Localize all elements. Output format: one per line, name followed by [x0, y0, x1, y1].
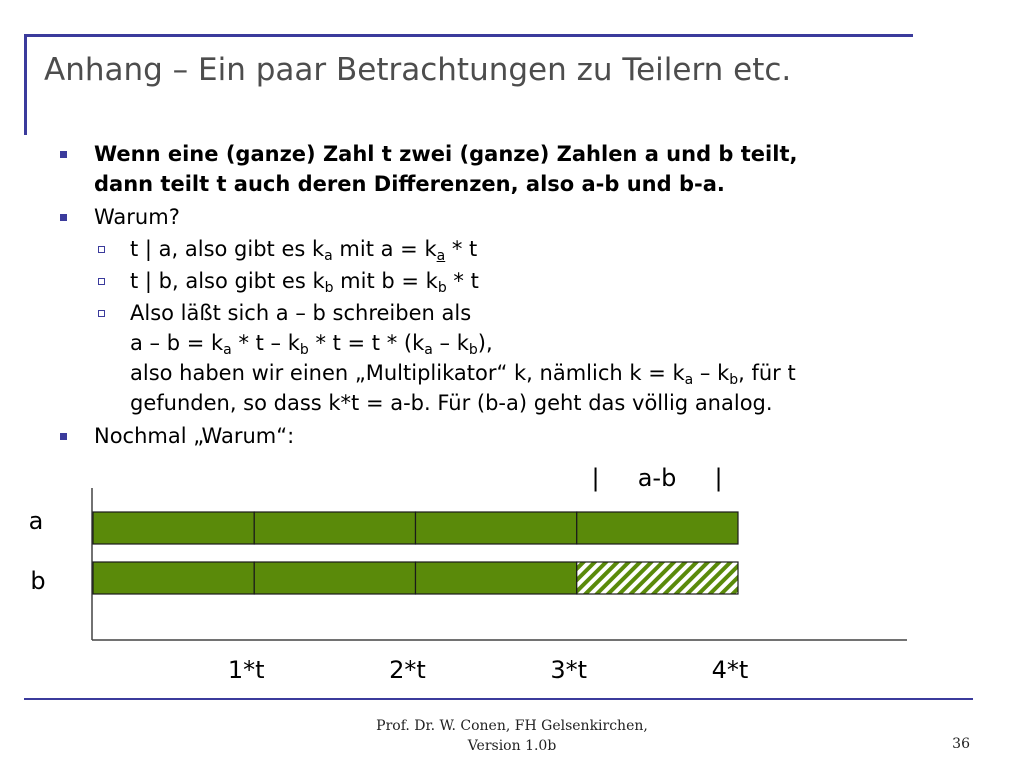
- d3-p2: – k: [693, 361, 730, 385]
- square-bullet-icon: [60, 151, 67, 158]
- d3-p1: also haben wir einen „Multiplikator“ k, …: [130, 361, 685, 385]
- warum-text: Warum?: [94, 205, 180, 229]
- bar-row-b: [92, 561, 739, 595]
- bar-b-difference-segment: [576, 561, 739, 595]
- slide-body: Wenn eine (ganze) Zahl t zwei (ganze) Za…: [60, 136, 980, 451]
- derivation-line-3: also haben wir einen „Multiplikator“ k, …: [130, 358, 980, 388]
- hollow-square-bullet-icon: [98, 246, 105, 253]
- x-label-3: 3*t: [550, 656, 587, 684]
- bar-a-segment-3: [414, 511, 578, 545]
- footer-version: Version 1.0b: [467, 738, 557, 754]
- d3-s1: a: [684, 372, 694, 388]
- bullet-statement: Wenn eine (ganze) Zahl t zwei (ganze) Za…: [60, 139, 980, 199]
- bar-a-segment-2: [253, 511, 417, 545]
- page-number: 36: [952, 736, 970, 752]
- d2-p4: – k: [432, 331, 469, 355]
- sub-bullet-2-text: t | b, also gibt es kb mit b = kb * t: [130, 266, 980, 296]
- s1-post: * t: [445, 237, 478, 261]
- derivation-line-2: a – b = ka * t – kb * t = t * (ka – kb),: [130, 328, 980, 358]
- s2-sub2: b: [437, 280, 447, 296]
- s2-post: * t: [446, 269, 479, 293]
- d2-p2: * t – k: [231, 331, 300, 355]
- d2-s3: a: [424, 342, 433, 358]
- footer-divider: [24, 698, 973, 700]
- d2-s2: b: [299, 342, 309, 358]
- d2-p1: a – b = k: [130, 331, 224, 355]
- s2-sub1: b: [324, 280, 334, 296]
- statement-line-1: Wenn eine (ganze) Zahl t zwei (ganze) Za…: [94, 142, 798, 166]
- hollow-square-bullet-icon: [98, 278, 105, 285]
- bar-b-segment-3: [414, 561, 578, 595]
- d2-s4: b: [468, 342, 478, 358]
- d3-s2: b: [729, 372, 739, 388]
- s2-mid: mit b = k: [333, 269, 438, 293]
- statement-line-2: dann teilt t auch deren Differenzen, als…: [94, 172, 725, 196]
- nochmal-warum-text: Nochmal „Warum“:: [94, 424, 295, 448]
- s1-sub1: a: [324, 248, 333, 264]
- d2-p3: * t = t * (k: [308, 331, 425, 355]
- sub-bullet-t-divides-a: t | a, also gibt es ka mit a = ka * t: [60, 234, 980, 264]
- s1-pre: t | a, also gibt es k: [130, 237, 325, 261]
- row-label-a: a: [29, 507, 44, 535]
- sub-bullet-derivation: Also läßt sich a – b schreiben als a – b…: [60, 298, 980, 418]
- bar-b-segment-1: [92, 561, 255, 595]
- frame-top-bar: [24, 34, 913, 37]
- derivation-line-1: Also läßt sich a – b schreiben als: [130, 301, 472, 325]
- derivation-line-4: gefunden, so dass k*t = a-b. Für (b-a) g…: [130, 391, 773, 415]
- bar-a-segment-1: [92, 511, 255, 545]
- square-bullet-icon: [60, 214, 67, 221]
- x-label-4: 4*t: [712, 656, 749, 684]
- bullet-nochmal-warum: Nochmal „Warum“:: [60, 421, 980, 451]
- slide-title: Anhang – Ein paar Betrachtungen zu Teile…: [44, 52, 792, 88]
- footer: Prof. Dr. W. Conen, FH Gelsenkirchen, Ve…: [300, 716, 724, 756]
- x-label-2: 2*t: [389, 656, 426, 684]
- bar-a-segment-4: [576, 511, 739, 545]
- row-label-b: b: [30, 567, 45, 595]
- sub-bullet-1-text: t | a, also gibt es ka mit a = ka * t: [130, 234, 980, 264]
- s1-sub2: a: [436, 248, 446, 264]
- d3-p3: , für t: [738, 361, 796, 385]
- d2-s1: a: [223, 342, 232, 358]
- difference-label: | a-b |: [591, 464, 722, 492]
- bar-row-a: [92, 511, 739, 545]
- sub-bullet-t-divides-b: t | b, also gibt es kb mit b = kb * t: [60, 266, 980, 296]
- d2-p5: ),: [477, 331, 493, 355]
- frame-left-bar: [24, 34, 27, 135]
- square-bullet-icon: [60, 433, 67, 440]
- bullet-warum: Warum?: [60, 202, 980, 232]
- s1-mid: mit a = k: [332, 237, 437, 261]
- footer-author: Prof. Dr. W. Conen, FH Gelsenkirchen,: [376, 718, 648, 734]
- s2-pre: t | b, also gibt es k: [130, 269, 325, 293]
- x-label-1: 1*t: [228, 656, 265, 684]
- x-axis-labels: 1*t 2*t 3*t 4*t: [228, 656, 748, 684]
- hollow-square-bullet-icon: [98, 310, 105, 317]
- bar-b-segment-2: [253, 561, 417, 595]
